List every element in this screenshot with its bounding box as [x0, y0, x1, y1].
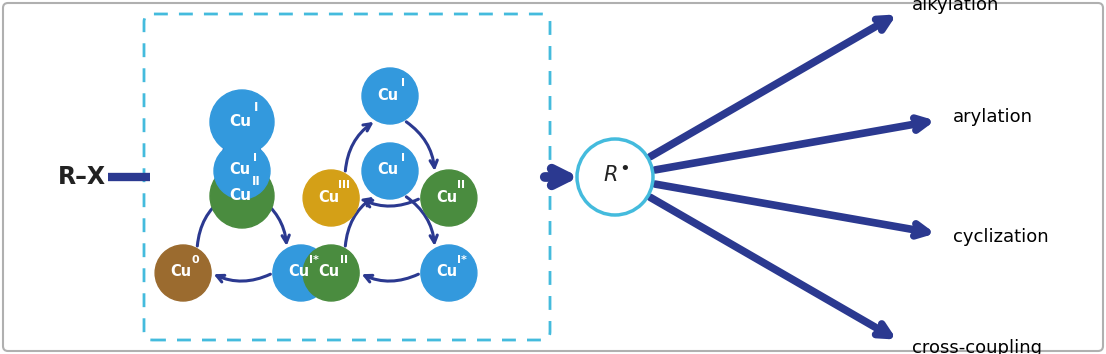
Text: I*: I*	[457, 255, 467, 266]
Text: •: •	[619, 160, 630, 178]
Text: Cu: Cu	[229, 188, 251, 202]
Text: cross-coupling: cross-coupling	[912, 339, 1042, 354]
Text: I: I	[254, 101, 259, 114]
Text: 0: 0	[192, 255, 199, 266]
Text: Cu: Cu	[319, 189, 340, 205]
Circle shape	[210, 90, 274, 154]
Circle shape	[273, 245, 328, 301]
Text: I: I	[400, 153, 405, 164]
Text: Cu: Cu	[437, 264, 458, 280]
Text: Cu: Cu	[377, 87, 398, 103]
Text: Cu: Cu	[289, 264, 310, 280]
Text: II: II	[340, 255, 347, 266]
Text: Cu: Cu	[319, 264, 340, 280]
Text: cyclization: cyclization	[952, 228, 1048, 246]
FancyBboxPatch shape	[144, 14, 550, 340]
Text: I*: I*	[309, 255, 319, 266]
Circle shape	[421, 170, 477, 226]
Circle shape	[213, 143, 270, 199]
Circle shape	[210, 164, 274, 228]
Text: I: I	[400, 78, 405, 88]
Text: III: III	[337, 181, 349, 190]
FancyBboxPatch shape	[3, 3, 1103, 351]
Text: R: R	[604, 165, 618, 185]
Circle shape	[303, 245, 359, 301]
Text: II: II	[252, 175, 261, 188]
Circle shape	[362, 68, 418, 124]
Text: II: II	[458, 181, 466, 190]
Text: Cu: Cu	[170, 264, 191, 280]
Text: R–X: R–X	[58, 165, 106, 189]
Text: I: I	[252, 153, 257, 164]
Text: Cu: Cu	[229, 162, 251, 177]
Text: alkylation: alkylation	[912, 0, 1000, 15]
Circle shape	[362, 143, 418, 199]
Text: Cu: Cu	[437, 189, 458, 205]
Circle shape	[303, 170, 359, 226]
Text: arylation: arylation	[952, 108, 1033, 126]
Text: Cu: Cu	[377, 162, 398, 177]
Circle shape	[421, 245, 477, 301]
Text: Cu: Cu	[229, 114, 251, 129]
Circle shape	[155, 245, 211, 301]
Circle shape	[577, 139, 653, 215]
